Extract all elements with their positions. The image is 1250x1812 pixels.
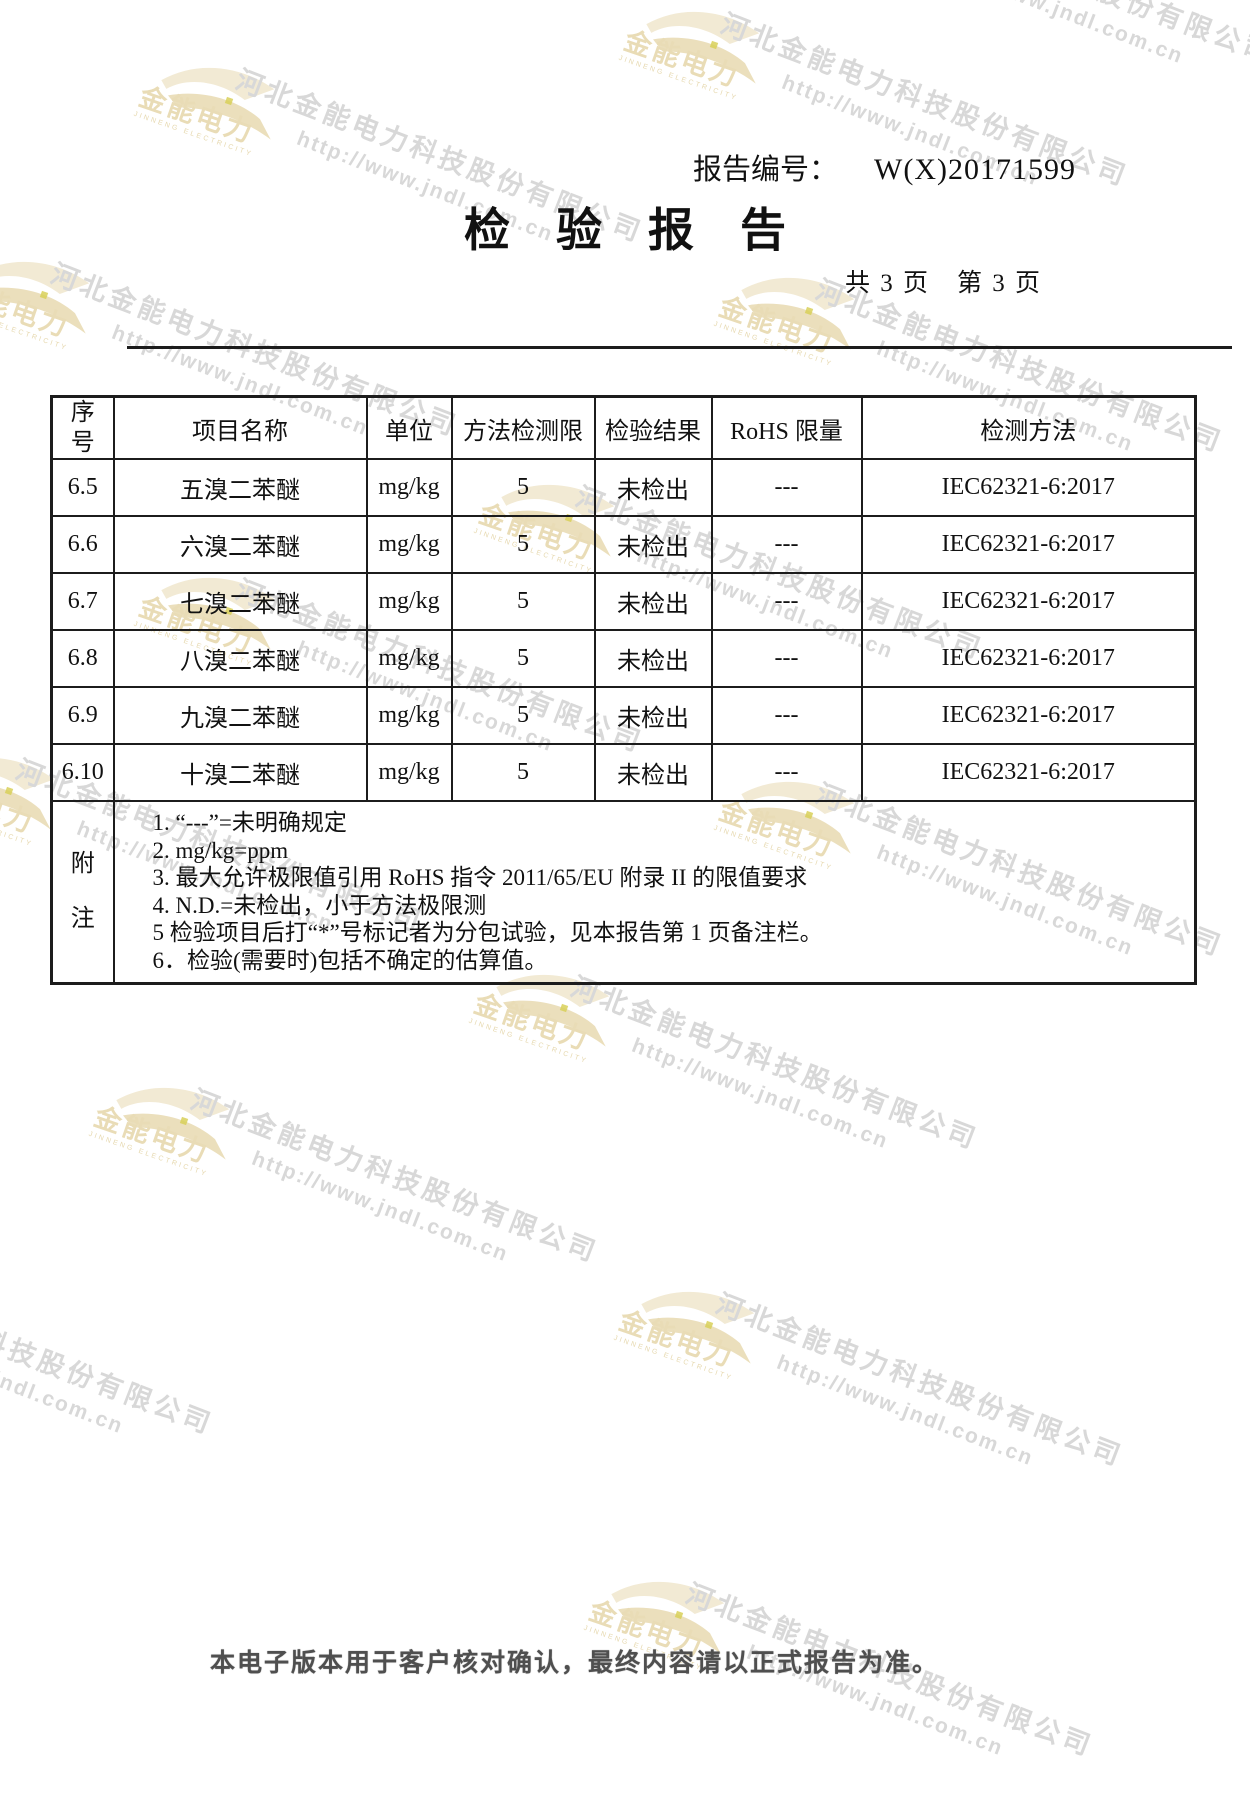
column-header-unit: 单位 — [365, 395, 453, 460]
cell-rohs: --- — [710, 629, 863, 688]
cell-item: 十溴二苯醚 — [112, 743, 368, 802]
cell-result: 未检出 — [593, 458, 713, 517]
cell-no: 6.9 — [50, 686, 115, 745]
cell-result: 未检出 — [593, 515, 713, 574]
cell-unit: mg/kg — [365, 572, 453, 631]
table-row: 6.5 五溴二苯醚 mg/kg 5 未检出 --- IEC62321-6:201… — [50, 458, 1197, 517]
column-header-limit: 方法检测限 — [450, 395, 596, 460]
notes-label: 附注 — [70, 850, 95, 932]
cell-item: 八溴二苯醚 — [112, 629, 368, 688]
cell-method: IEC62321-6:2017 — [860, 458, 1197, 517]
cell-no: 6.6 — [50, 515, 115, 574]
table-row: 6.8 八溴二苯醚 mg/kg 5 未检出 --- IEC62321-6:201… — [50, 629, 1197, 688]
note-line: 4. N.D.=未检出，小于方法极限测 — [152, 892, 487, 918]
table-row: 6.6 六溴二苯醚 mg/kg 5 未检出 --- IEC62321-6:201… — [50, 515, 1197, 574]
note-line: 2. mg/kg=ppm — [152, 837, 289, 863]
cell-limit: 5 — [450, 629, 596, 688]
column-header-item: 项目名称 — [112, 395, 368, 460]
cell-unit: mg/kg — [365, 515, 453, 574]
cell-result: 未检出 — [593, 686, 713, 745]
cell-limit: 5 — [450, 515, 596, 574]
table-row: 6.9 九溴二苯醚 mg/kg 5 未检出 --- IEC62321-6:201… — [50, 686, 1197, 745]
cell-result: 未检出 — [593, 743, 713, 802]
notes-row: 附注 1. “---”=未明确规定 2. mg/kg=ppm 3. 最大允许极限… — [50, 800, 1197, 985]
report-number-line: 报告编号： W(X)20171599 — [693, 146, 1076, 188]
cell-limit: 5 — [450, 686, 596, 745]
cell-limit: 5 — [450, 572, 596, 631]
cell-rohs: --- — [710, 572, 863, 631]
cell-rohs: --- — [710, 458, 863, 517]
report-number-value: W(X)20171599 — [874, 153, 1076, 186]
cell-unit: mg/kg — [365, 629, 453, 688]
page-count-info: 共 3 页 第 3 页 — [844, 270, 1042, 297]
footer-disclaimer: 本电子版本用于客户核对确认，最终内容请以正式报告为准。 — [210, 1649, 940, 1677]
cell-rohs: --- — [710, 515, 863, 574]
cell-no: 6.5 — [50, 458, 115, 517]
cell-unit: mg/kg — [365, 743, 453, 802]
cell-item: 五溴二苯醚 — [112, 458, 368, 517]
report-content: 报告编号： W(X)20171599 检验报告 共 3 页 第 3 页 序号 项… — [50, 146, 1232, 1677]
results-table: 序号 项目名称 单位 方法检测限 检验结果 RoHS 限量 检测方法 6.5 五… — [50, 395, 1197, 985]
header-divider — [127, 346, 1232, 349]
note-line: 6．检验(需要时)包括不确定的估算值。 — [152, 947, 548, 973]
column-header-method: 检测方法 — [860, 395, 1197, 460]
table-header-row: 序号 项目名称 单位 方法检测限 检验结果 RoHS 限量 检测方法 — [50, 395, 1197, 460]
notes-label-cell: 附注 — [50, 800, 115, 985]
cell-no: 6.7 — [50, 572, 115, 631]
cell-method: IEC62321-6:2017 — [860, 743, 1197, 802]
inspection-report-page: { "header": { "report_no_label": "报告编号："… — [0, 0, 1250, 1763]
cell-method: IEC62321-6:2017 — [860, 572, 1197, 631]
cell-result: 未检出 — [593, 572, 713, 631]
cell-no: 6.8 — [50, 629, 115, 688]
column-header-rohs: RoHS 限量 — [710, 395, 863, 460]
column-header-no: 序号 — [50, 395, 115, 460]
cell-unit: mg/kg — [365, 686, 453, 745]
cell-limit: 5 — [450, 458, 596, 517]
cell-limit: 5 — [450, 743, 596, 802]
page-title: 检验报告 — [464, 205, 832, 256]
cell-rohs: --- — [710, 686, 863, 745]
cell-no: 6.10 — [50, 743, 115, 802]
note-line: 1. “---”=未明确规定 — [152, 810, 347, 835]
cell-result: 未检出 — [593, 629, 713, 688]
cell-method: IEC62321-6:2017 — [860, 515, 1197, 574]
note-line: 3. 最大允许极限值引用 RoHS 指令 2011/65/EU 附录 II 的限… — [152, 865, 808, 890]
table-row: 6.10 十溴二苯醚 mg/kg 5 未检出 --- IEC62321-6:20… — [50, 743, 1197, 802]
cell-method: IEC62321-6:2017 — [860, 686, 1197, 745]
table-row: 6.7 七溴二苯醚 mg/kg 5 未检出 --- IEC62321-6:201… — [50, 572, 1197, 631]
column-header-result: 检验结果 — [593, 395, 713, 460]
notes-cell: 1. “---”=未明确规定 2. mg/kg=ppm 3. 最大允许极限值引用… — [112, 800, 1197, 985]
report-number-label: 报告编号： — [693, 154, 839, 186]
cell-item: 七溴二苯醚 — [112, 572, 368, 631]
cell-item: 六溴二苯醚 — [112, 515, 368, 574]
cell-item: 九溴二苯醚 — [112, 686, 368, 745]
cell-rohs: --- — [710, 743, 863, 802]
cell-method: IEC62321-6:2017 — [860, 629, 1197, 688]
note-line: 5 检验项目后打“*”号标记者为分包试验，见本报告第 1 页备注栏。 — [152, 920, 823, 945]
cell-unit: mg/kg — [365, 458, 453, 517]
